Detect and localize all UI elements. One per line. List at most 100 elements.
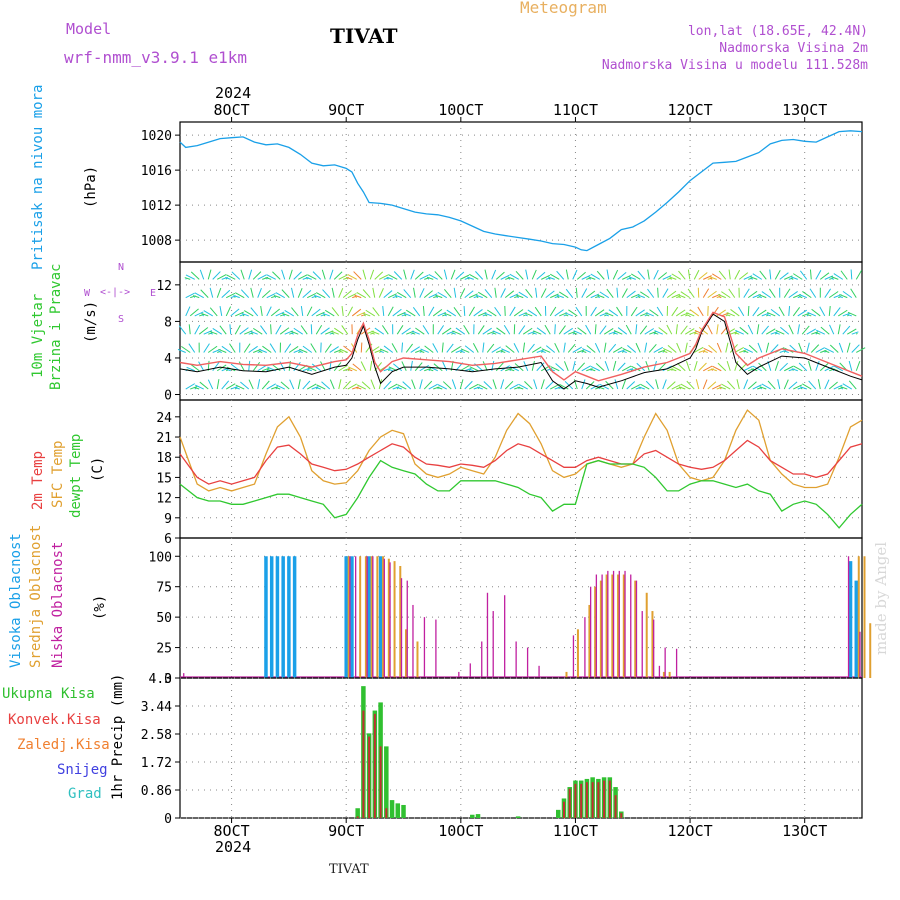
wind-barb [218, 348, 227, 353]
wind-barb [241, 312, 249, 317]
wind-barb [200, 289, 209, 298]
wind-barb [216, 364, 227, 372]
wind-barb [329, 379, 335, 390]
wind-barb [450, 346, 461, 353]
wind-barb [423, 380, 433, 390]
wind-barb [527, 309, 538, 317]
wind-barb [282, 312, 290, 317]
wind-barb [503, 324, 511, 335]
wind-barb [334, 327, 344, 335]
high-cloud-bar [350, 556, 354, 678]
wind-barb [677, 362, 686, 372]
wind-barb [401, 327, 411, 335]
low-cloud-bar [406, 580, 408, 678]
temp-tick-label: 15 [156, 471, 172, 486]
wind-barb [536, 349, 544, 353]
wind-barb [671, 365, 681, 372]
wind-barb [556, 294, 564, 299]
wind-barb [662, 347, 672, 353]
wind-barb [378, 288, 384, 298]
mid-cloud-bar [416, 641, 419, 678]
conv-rain-bar [580, 783, 583, 818]
wind-barb [433, 363, 443, 372]
wind-barb [239, 327, 249, 335]
wind-barb [851, 331, 859, 335]
wind-barb [262, 345, 272, 353]
wind-barb [817, 379, 821, 390]
wind-barb [783, 350, 789, 353]
x-tick-label-bottom: 8OCT [214, 822, 250, 840]
pressure-panel: 1008 1012 1016 1020 [141, 121, 863, 263]
wind-barb [194, 324, 201, 335]
panel-frame [179, 121, 863, 263]
wind-barb [194, 311, 204, 317]
wind-barb [401, 342, 404, 353]
conv-rain-bar [362, 710, 365, 818]
wind-barb [680, 325, 688, 335]
wind-barb [783, 288, 791, 298]
x-tick-label-bottom: 12OCT [667, 822, 712, 840]
wind-barb [606, 269, 610, 280]
mid-cloud-bar [387, 558, 390, 678]
wind-barb [855, 332, 858, 335]
wind-barb [588, 276, 596, 280]
wind-barb [212, 328, 223, 335]
wind-barb [775, 329, 785, 335]
wind-barb [437, 384, 447, 390]
wind-barb [621, 379, 627, 390]
wind-barb [840, 386, 848, 390]
wind-barb [428, 368, 434, 372]
wind-barb [739, 326, 749, 335]
wind-barb [635, 324, 638, 335]
wind-barb [181, 345, 191, 353]
wind-barb [793, 365, 803, 372]
wind-barb [443, 289, 452, 298]
wind-barb [443, 312, 452, 317]
wind-barb [209, 287, 214, 298]
wind-barb [383, 380, 392, 390]
wind-barb [305, 276, 312, 280]
compass-w: W [84, 288, 91, 299]
wind-barb [608, 343, 617, 353]
compass-arrows: <-|-> [100, 287, 131, 298]
total-rain-bar [384, 746, 389, 818]
x-tick-label-top: 11OCT [553, 101, 598, 119]
wind-barb [348, 366, 357, 372]
low-cloud-bar [653, 619, 655, 678]
wind-barb [300, 306, 304, 316]
wind-barb [298, 274, 308, 280]
wind-barb [702, 288, 710, 298]
wind-barb [536, 362, 545, 372]
wind-barb [413, 287, 416, 298]
wind-barb [356, 311, 366, 317]
mid-cloud-bar [576, 629, 579, 678]
wind-barb [347, 293, 357, 299]
wind-barb [509, 293, 519, 299]
wind-barb [828, 305, 831, 316]
wind-barb [599, 291, 610, 299]
wind-barb [707, 277, 713, 280]
wind-barb [698, 362, 707, 372]
wind-barb [396, 325, 404, 335]
wind-barb [568, 330, 576, 335]
temp-tick-label: 24 [156, 411, 172, 426]
low-cloud-bar [859, 631, 861, 678]
wind-barb [721, 291, 731, 299]
wind-barb [509, 306, 516, 317]
conv-rain-bar [585, 782, 588, 818]
wind-barb [828, 381, 838, 390]
wind-barb [798, 362, 808, 372]
wind-barb [403, 269, 407, 280]
wind-barb [616, 306, 623, 317]
wind-barb [809, 269, 812, 280]
wind-barb [739, 349, 746, 353]
wind-barb [617, 362, 626, 372]
wind-barb [280, 313, 285, 317]
wind-barb [302, 290, 312, 299]
wind-barb [500, 350, 506, 353]
conv-rain-bar [574, 783, 577, 818]
wind-barb [730, 309, 740, 317]
wind-barb [767, 380, 776, 390]
wind-barb [597, 296, 600, 299]
wind-barb [725, 342, 729, 353]
